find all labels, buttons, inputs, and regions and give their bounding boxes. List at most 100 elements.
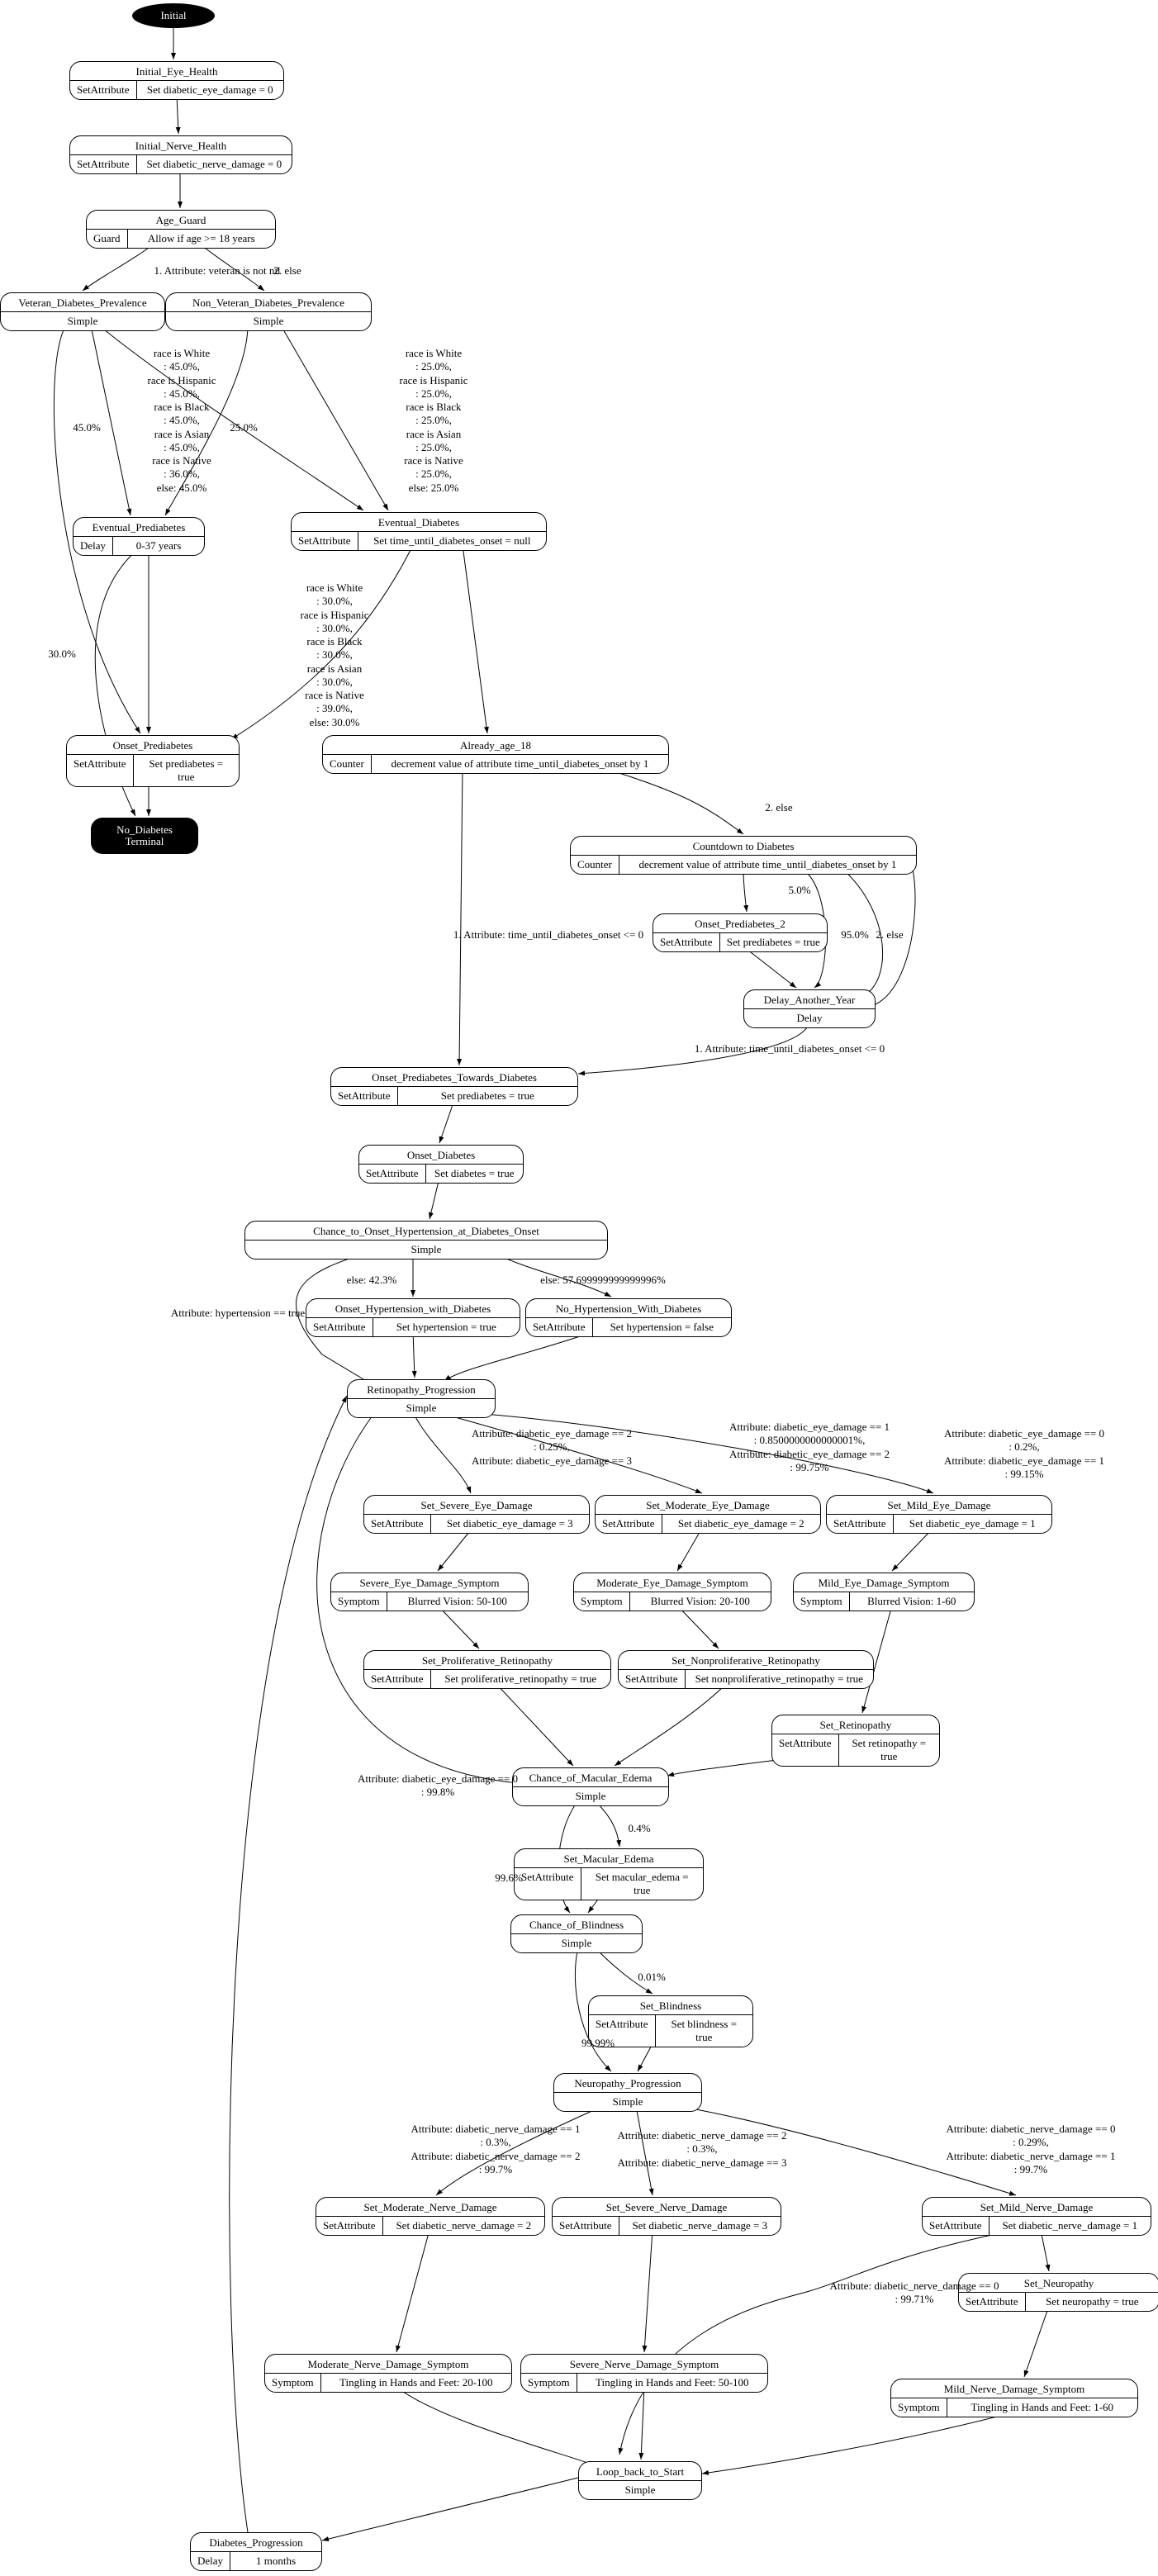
edge-label: Attribute: diabetic_nerve_damage == 0 : … [786,2279,1042,2307]
node-cell: Tingling in Hands and Feet: 20-100 [321,2374,511,2392]
node-cell: Set blindness = true [656,2015,752,2047]
node-nonvet_prev: Non_Veteran_Diabetes_PrevalenceSimple [165,292,372,331]
node-title: Diabetes_Progression [191,2533,321,2551]
node-cell: Set diabetic_eye_damage = 0 [137,81,283,99]
node-set_sev_nerve: Set_Severe_Nerve_DamageSetAttributeSet d… [552,2197,781,2236]
node-title: Age_Guard [87,211,275,229]
node-sev_eye_sym: Severe_Eye_Damage_SymptomSymptomBlurred … [330,1573,529,1611]
node-cell: Guard [87,230,128,248]
edge [463,545,487,733]
terminal-label: Terminal [126,836,164,847]
node-cell: Tingling in Hands and Feet: 1-60 [947,2398,1137,2417]
edge [438,1606,479,1649]
node-row: SetAttributeSet diabetic_nerve_damage = … [70,154,292,173]
edge-label: Attribute: diabetic_nerve_damage == 0 : … [890,2123,1158,2176]
node-row: SetAttributeSet diabetic_eye_damage = 0 [70,80,283,99]
edge-label: 2. else [263,264,312,278]
node-cell: SetAttribute [359,1165,426,1183]
node-cell: Counter [323,755,372,773]
edge [1024,2306,1049,2377]
node-cell: Tingling in Hands and Feet: 50-100 [577,2374,767,2392]
node-cell: Set diabetic_nerve_damage = 2 [383,2217,544,2235]
edge [396,2387,595,2465]
edge [413,1331,415,1378]
node-age_guard: Age_GuardGuardAllow if age >= 18 years [86,210,276,249]
node-cell: Simple [166,312,371,330]
edge-label: 1. Attribute: time_until_diabetes_onset … [400,928,697,942]
node-row: Simple [348,1398,495,1417]
edge [641,2387,644,2460]
node-onset_diabetes: Onset_DiabetesSetAttributeSet diabetes =… [358,1145,524,1184]
edge [677,1528,702,1571]
node-cell: SetAttribute [772,1734,839,1767]
node-title: Initial_Eye_Health [70,62,283,80]
node-row: SetAttributeSet macular_edema = true [515,1867,703,1900]
node-cell: Symptom [331,1592,387,1611]
edge [603,768,743,834]
node-title: Set_Macular_Edema [515,1849,703,1867]
node-title: Non_Veteran_Diabetes_Prevalence [166,293,371,311]
edge-label: 99.6% [490,1872,528,1885]
node-row: SetAttributeSet prediabetes = true [331,1086,577,1105]
node-cell: Set neuropathy = true [1026,2293,1158,2311]
node-title: No_Hypertension_With_Diabetes [526,1299,731,1317]
node-cell: Simple [245,1241,607,1259]
terminal-label: No_Diabetes [116,824,173,836]
node-cell: SetAttribute [70,81,137,99]
node-init_nerve: Initial_Nerve_HealthSetAttributeSet diab… [69,135,292,174]
node-set_prolif: Set_Proliferative_RetinopathySetAttribut… [363,1650,611,1689]
node-title: Mild_Nerve_Damage_Symptom [891,2379,1137,2398]
edge-label: else: 57.699999999999996% [512,1274,694,1287]
terminal-initial: Initial [132,3,215,28]
node-row: SetAttributeSet diabetic_nerve_damage = … [316,2216,544,2235]
edge-label: 2. else [758,801,800,814]
node-cell: Symptom [794,1592,850,1611]
node-row: Simple [1,311,164,330]
node-cell: Set diabetes = true [426,1165,523,1183]
node-title: Severe_Nerve_Damage_Symptom [521,2355,767,2373]
edge [595,1800,619,1847]
node-set_sev_eye: Set_Severe_Eye_DamageSetAttributeSet dia… [363,1495,590,1534]
node-cell: Delay [74,537,113,555]
edge [177,94,178,134]
node-title: Onset_Hypertension_with_Diabetes [306,1299,520,1317]
node-row: Delay0-37 years [74,536,204,555]
node-title: Countdown to Diabetes [571,837,916,855]
node-title: Veteran_Diabetes_Prevalence [1,293,164,311]
node-title: Delay_Another_Year [744,990,875,1008]
node-cell: SetAttribute [306,1318,373,1336]
node-mild_eye_sym: Mild_Eye_Damage_SymptomSymptomBlurred Vi… [793,1573,975,1611]
node-set_nonprolif: Set_Nonproliferative_RetinopathySetAttri… [618,1650,874,1689]
node-cell: Set diabetic_eye_damage = 2 [662,1515,820,1533]
edge-label: 30.0% [41,648,83,661]
node-cell: Set prediabetes = true [134,755,239,787]
node-title: Already_age_18 [323,736,668,754]
node-title: Set_Blindness [589,1996,752,2014]
node-cell: SetAttribute [526,1318,593,1336]
edge-label: Attribute: diabetic_eye_damage == 0 : 0.… [900,1427,1148,1481]
edge-label: Attribute: diabetic_eye_damage == 1 : 0.… [686,1421,933,1474]
edge-label: 0.4% [623,1822,656,1835]
node-row: SymptomTingling in Hands and Feet: 20-10… [265,2373,511,2392]
edge-label: 99.99% [573,2037,623,2050]
node-cell: Symptom [891,2398,947,2417]
node-cell: Set proliferative_retinopathy = true [431,1670,610,1688]
node-cell: Set diabetic_nerve_damage = 0 [137,155,292,173]
node-title: Chance_of_Blindness [511,1915,642,1933]
node-cell: Set diabetic_nerve_damage = 1 [990,2217,1151,2235]
edge-label: Attribute: diabetic_eye_damage == 0 : 99… [327,1772,548,1800]
node-loop_back: Loop_back_to_StartSimple [578,2461,702,2500]
edge [496,1683,573,1766]
node-cell: Simple [579,2481,701,2499]
node-title: Set_Moderate_Nerve_Damage [316,2198,544,2216]
node-title: Set_Severe_Eye_Damage [364,1496,589,1514]
node-row: SetAttributeSet diabetic_eye_damage = 3 [364,1514,589,1533]
edge [444,1331,595,1381]
edge-label: 0.01% [631,1971,672,1984]
edge-label: 2. else [869,928,910,942]
node-cell: Delay [191,2552,230,2570]
node-title: Onset_Diabetes [359,1146,523,1164]
node-cell: Set diabetic_nerve_damage = 3 [619,2217,781,2235]
edge [892,1528,933,1571]
edge-label: 5.0% [783,884,816,897]
